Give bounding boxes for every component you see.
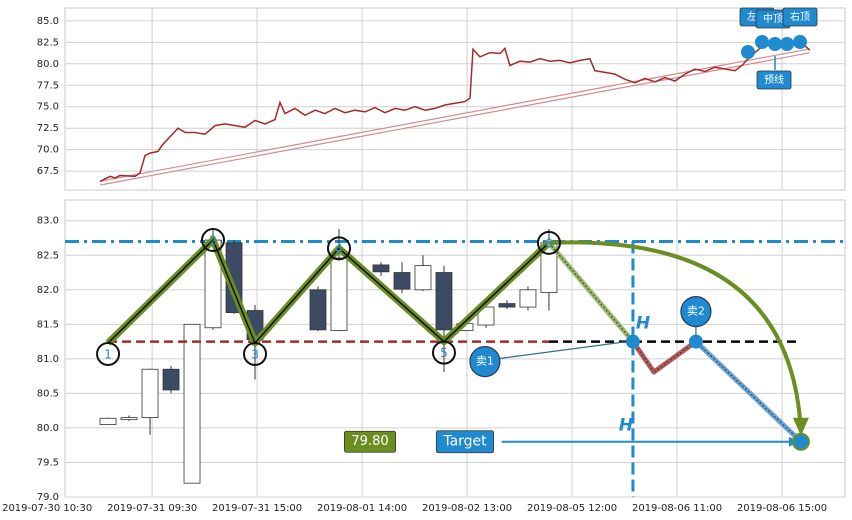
pattern-line-inner <box>107 238 550 345</box>
y-tick-label: 75.0 <box>37 102 59 113</box>
height-label: H <box>619 416 633 436</box>
target-value-box-box <box>343 430 397 453</box>
pattern-label-box <box>782 7 818 27</box>
projection-line-inner <box>653 341 697 373</box>
x-tick-label: 2019-08-06 15:00 <box>737 503 827 514</box>
x-tick-label: 2019-08-06 11:00 <box>632 503 722 514</box>
candle-body <box>414 265 432 291</box>
pattern-label-text: 中顶 <box>763 12 783 25</box>
candle-body <box>435 272 453 331</box>
y-tick-label: 72.5 <box>37 123 59 134</box>
candle-body <box>309 289 327 331</box>
candle-body <box>330 257 348 331</box>
candle-body <box>393 272 411 290</box>
signal-label: 卖1 <box>476 355 494 368</box>
pattern-label-text: 预线 <box>764 73 784 86</box>
pattern-point <box>536 230 561 255</box>
signal-pointer <box>498 340 628 360</box>
pattern-dot <box>741 45 755 59</box>
pattern-label-box <box>756 70 792 90</box>
x-tick-label: 2019-08-05 12:00 <box>527 503 617 514</box>
pattern-dot <box>793 35 807 49</box>
pattern-point <box>431 340 456 365</box>
x-tick-label: 2019-07-30 10:30 <box>2 503 92 514</box>
candle-body <box>498 303 516 308</box>
projection-line-inner <box>695 341 802 443</box>
y-tick-label: 81.5 <box>37 319 59 330</box>
pattern-dot <box>768 37 782 51</box>
y-tick-label: 70.0 <box>37 145 59 156</box>
signal-label: 卖2 <box>687 305 705 318</box>
projection-dot <box>791 432 810 451</box>
pattern-point-label: 6 <box>545 236 553 250</box>
plot-frame <box>64 7 846 191</box>
target-curve <box>548 240 803 432</box>
pattern-point-label: 2 <box>209 234 217 248</box>
height-label: H <box>636 314 650 334</box>
pattern-dot <box>780 37 794 51</box>
pattern-label-text: 右顶 <box>790 10 810 23</box>
y-tick-label: 82.5 <box>37 37 59 48</box>
pattern-point-label: 3 <box>251 347 259 361</box>
x-tick-label: 2019-07-31 15:00 <box>212 503 302 514</box>
target-value-box: 79.80 <box>343 430 397 453</box>
target-curve-head <box>792 417 809 436</box>
price-line <box>99 40 811 183</box>
x-tick-label: 2019-08-01 14:00 <box>317 503 407 514</box>
y-tick-label: 80.5 <box>37 388 59 399</box>
pattern-point <box>243 341 268 366</box>
pattern-point-label: 5 <box>440 346 448 360</box>
pattern-dot <box>755 35 769 49</box>
x-tick-label: 2019-08-02 13:00 <box>422 503 512 514</box>
pattern-point-label: 1 <box>104 347 112 361</box>
pattern-point-label: 4 <box>335 242 343 256</box>
candle-body <box>120 417 138 421</box>
y-tick-label: 83.0 <box>37 216 59 227</box>
y-tick-label: 81.0 <box>37 354 59 365</box>
pattern-label: 预线 <box>756 70 792 90</box>
candle-body <box>141 368 159 418</box>
projection-line-inner <box>548 242 634 342</box>
y-tick-label: 67.5 <box>37 166 59 177</box>
pattern-point <box>201 228 226 253</box>
target-box-box <box>435 430 495 454</box>
y-tick-label: 79.5 <box>37 457 59 468</box>
projection-dot <box>688 334 703 349</box>
projection-dot <box>625 334 640 349</box>
pattern-point <box>96 341 121 366</box>
target-value-box-text: 79.80 <box>351 434 388 449</box>
y-tick-label: 85.0 <box>37 16 59 27</box>
pattern-point <box>326 236 351 261</box>
y-tick-label: 80.0 <box>37 423 59 434</box>
candle-body <box>372 264 390 273</box>
pattern-label: 中顶 <box>755 9 791 29</box>
x-tick-label: 2019-07-31 09:30 <box>107 503 197 514</box>
target-box: Target <box>435 430 495 454</box>
signal-circle <box>469 345 501 378</box>
y-tick-label: 77.5 <box>37 80 59 91</box>
candle-body <box>162 368 180 391</box>
trend-line-inner <box>99 49 810 185</box>
y-tick-label: 82.0 <box>37 285 59 296</box>
y-tick-label: 79.0 <box>37 492 59 503</box>
candle-body <box>99 417 117 425</box>
candle-body <box>477 306 495 326</box>
candle-body <box>183 323 201 484</box>
signal-circle <box>680 295 712 328</box>
pattern-label: 右顶 <box>782 7 818 27</box>
candle-body <box>519 289 537 308</box>
y-tick-label: 82.5 <box>37 250 59 261</box>
target-box-text: Target <box>442 434 487 450</box>
y-tick-label: 80.0 <box>37 59 59 70</box>
